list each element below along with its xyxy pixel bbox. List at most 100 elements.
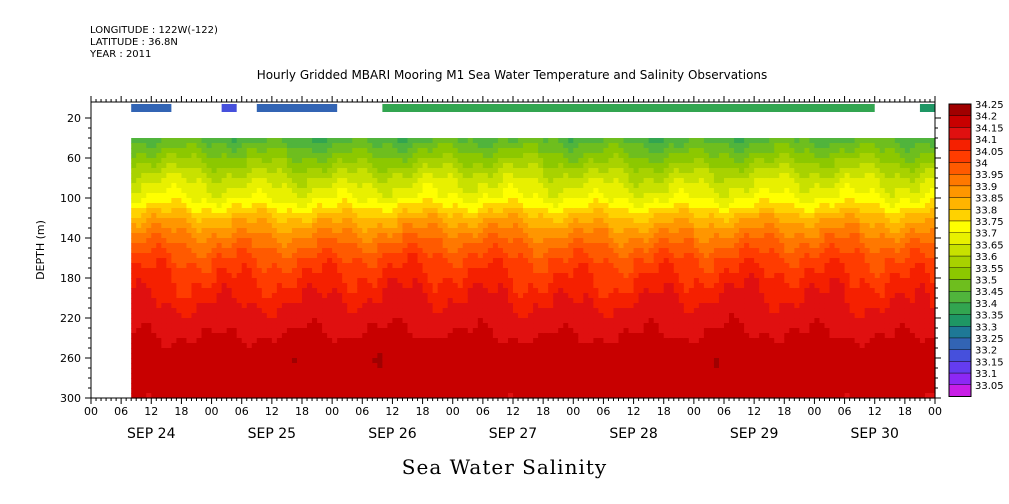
salinity-cell [196,303,203,309]
salinity-cell [256,268,263,274]
salinity-cell [357,163,363,169]
salinity-cell [171,363,177,369]
salinity-cell [513,218,519,224]
salinity-cell [206,248,213,254]
salinity-cell [166,188,172,194]
salinity-cell [603,358,610,364]
salinity-cell [447,393,454,399]
salinity-cell [543,288,549,294]
salinity-cell [492,253,499,259]
salinity-cell [447,273,454,279]
salinity-cell [302,163,308,169]
salinity-cell [382,183,388,189]
salinity-cell [437,273,444,279]
salinity-cell [286,223,293,229]
salinity-cell [136,243,142,249]
salinity-cell [196,173,203,179]
salinity-cell [211,273,218,279]
salinity-cell [608,183,615,189]
salinity-cell [382,368,388,374]
salinity-cell [357,173,363,179]
salinity-cell [206,223,213,229]
salinity-cell [307,193,313,199]
salinity-cell [181,193,188,199]
salinity-cell [332,138,338,144]
salinity-cell [166,273,172,279]
salinity-cell [382,198,388,204]
salinity-cell [317,383,323,389]
salinity-cell [523,383,529,389]
salinity-cell [417,363,424,369]
salinity-cell [548,188,554,194]
salinity-cell [402,368,409,374]
salinity-cell [312,258,318,264]
salinity-cell [543,238,549,244]
salinity-cell [186,208,193,214]
salinity-cell [523,303,529,309]
salinity-cell [151,343,157,349]
salinity-cell [497,153,504,159]
salinity-cell [327,318,333,324]
salinity-cell [548,378,554,384]
salinity-cell [593,183,599,189]
salinity-cell [533,163,539,169]
salinity-cell [201,268,208,274]
salinity-cell [261,318,268,324]
salinity-cell [482,338,489,344]
salinity-cell [216,338,223,344]
salinity-cell [206,148,213,154]
salinity-cell [487,178,494,184]
salinity-cell [352,238,358,244]
salinity-cell [538,343,544,349]
salinity-cell [221,293,228,299]
salinity-cell [427,378,434,384]
salinity-cell [291,388,298,394]
salinity-cell [231,203,238,209]
salinity-cell [312,253,318,259]
salinity-cell [342,328,348,334]
salinity-cell [327,313,333,319]
salinity-cell [507,208,514,214]
salinity-cell [307,273,313,279]
salinity-cell [216,228,223,234]
salinity-cell [437,243,444,249]
salinity-cell [442,338,449,344]
salinity-cell [422,143,429,149]
salinity-cell [412,203,419,209]
salinity-cell [548,303,554,309]
salinity-cell [518,318,524,324]
salinity-cell [291,353,298,359]
salinity-cell [417,238,424,244]
salinity-cell [352,158,358,164]
salinity-cell [568,298,574,304]
salinity-cell [251,223,258,229]
salinity-cell [482,168,489,174]
salinity-cell [296,318,303,324]
salinity-cell [131,323,137,329]
salinity-cell [221,213,228,219]
salinity-cell [307,213,313,219]
salinity-cell [583,203,589,209]
salinity-cell [337,268,343,274]
salinity-cell [216,188,223,194]
salinity-cell [523,318,529,324]
salinity-cell [226,393,233,399]
salinity-cell [332,263,338,269]
salinity-cell [337,198,343,204]
salinity-cell [216,328,223,334]
salinity-cell [342,273,348,279]
salinity-cell [543,293,549,299]
salinity-cell [457,233,464,239]
salinity-cell [327,243,333,249]
salinity-cell [382,173,388,179]
salinity-cell [347,198,353,204]
salinity-cell [211,218,218,224]
salinity-cell [347,173,353,179]
salinity-cell [352,163,358,169]
salinity-cell [286,298,293,304]
salinity-cell [472,298,479,304]
salinity-cell [382,213,388,219]
salinity-cell [271,333,278,339]
salinity-cell [452,223,459,229]
salinity-cell [452,378,459,384]
